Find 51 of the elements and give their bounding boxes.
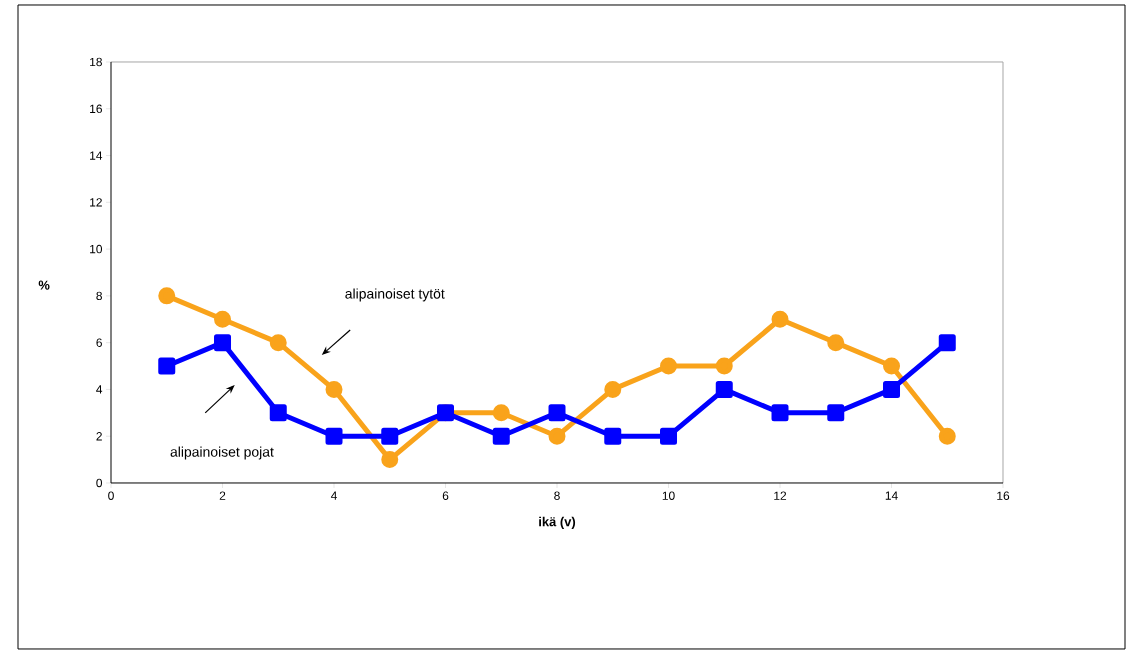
annotation: alipainoiset tytöt	[345, 288, 445, 302]
y-axis-title: %	[38, 280, 50, 290]
point	[771, 310, 789, 328]
point	[715, 380, 733, 398]
x-tick-label: 12	[774, 491, 787, 500]
y-tick-label: 0	[96, 478, 103, 488]
x-tick-label: 14	[885, 491, 898, 500]
y-tick-label: 14	[90, 151, 103, 160]
point	[938, 427, 956, 445]
point	[548, 404, 566, 422]
point	[771, 404, 789, 422]
point	[827, 404, 845, 422]
y-tick-label: 6	[96, 338, 102, 347]
point	[214, 310, 232, 328]
point	[325, 380, 343, 398]
point	[269, 404, 287, 422]
point	[883, 357, 901, 375]
x-tick-label: 4	[330, 491, 337, 500]
point	[492, 404, 510, 422]
annotation: alipainoiset pojat	[170, 446, 274, 460]
point	[269, 334, 287, 352]
x-tick-label: 2	[219, 491, 226, 500]
x-tick-label: 10	[662, 491, 675, 500]
point	[158, 287, 176, 305]
point	[604, 427, 622, 445]
point	[492, 427, 510, 445]
point	[158, 357, 176, 375]
point	[214, 334, 232, 352]
point	[604, 380, 622, 398]
y-tick-label: 4	[96, 385, 103, 394]
point	[883, 380, 901, 398]
y-tick-label: 8	[96, 291, 102, 301]
x-tick-label: 8	[554, 491, 560, 500]
y-tick-label: 2	[96, 432, 102, 441]
point	[660, 427, 678, 445]
point	[660, 357, 678, 375]
point	[548, 427, 566, 445]
x-tick-label: 0	[108, 491, 114, 500]
y-tick-label: 12	[90, 198, 102, 207]
point	[381, 427, 399, 445]
point	[938, 334, 956, 352]
y-tick-label: 10	[90, 244, 103, 254]
y-tick-label: 16	[90, 104, 102, 113]
point	[381, 451, 399, 469]
x-axis-title: ikä (v)	[539, 516, 576, 529]
point	[827, 334, 845, 352]
x-tick-label: 16	[997, 491, 1010, 500]
point	[325, 427, 343, 445]
x-tick-label: 6	[442, 491, 449, 500]
point	[715, 357, 733, 375]
y-tick-label: 18	[90, 57, 102, 67]
